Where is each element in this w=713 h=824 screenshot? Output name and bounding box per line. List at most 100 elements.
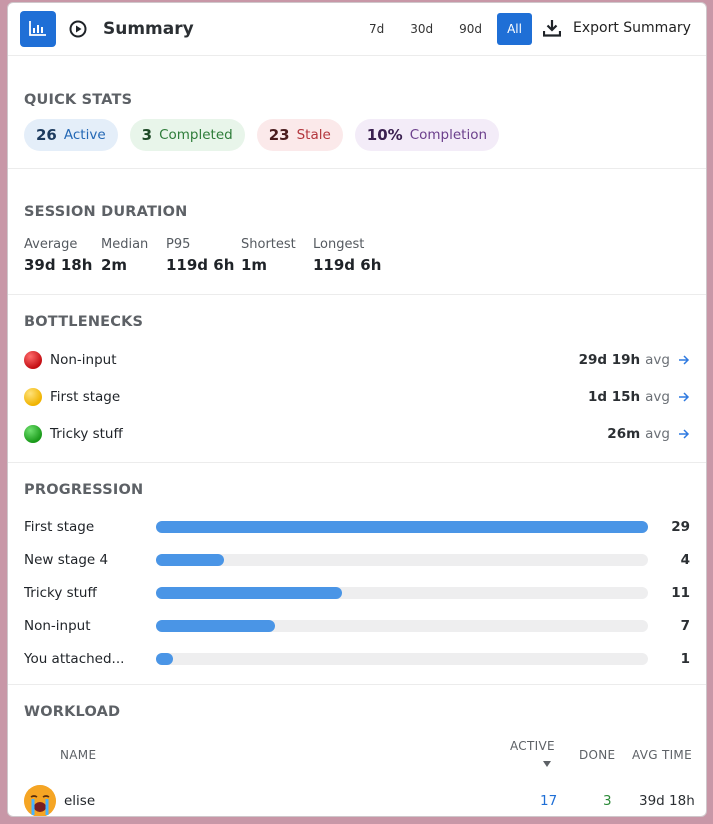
- progression-count: 1: [680, 651, 690, 667]
- progress-fill: [156, 554, 224, 566]
- section-title: PROGRESSION: [24, 482, 144, 498]
- stat-number: 10%: [366, 126, 403, 144]
- workload-section: WORKLOAD NAME ACTIVE DONE AVG TIME elise…: [8, 685, 706, 816]
- arrow-right-icon[interactable]: [678, 429, 690, 439]
- progression-count: 11: [671, 585, 690, 601]
- arrow-right-icon[interactable]: [678, 355, 690, 365]
- summary-panel: Summary 7d 30d 90d All Export Summary QU…: [7, 2, 707, 817]
- progress-track: [156, 554, 648, 566]
- bottleneck-label: First stage: [50, 389, 121, 405]
- progress-track: [156, 587, 648, 599]
- completed-stat-chip[interactable]: 3 Completed: [129, 119, 245, 151]
- stat-number: 26: [36, 126, 57, 144]
- progress-track: [156, 620, 648, 632]
- progression-count: 29: [671, 519, 690, 535]
- bottleneck-value: 29d 19h: [578, 352, 641, 368]
- bottleneck-value: 26m: [607, 426, 641, 442]
- crying-face-icon: [24, 785, 56, 816]
- progression-count: 4: [680, 552, 690, 568]
- column-header-active[interactable]: ACTIVE: [510, 739, 555, 753]
- progression-label: Non-input: [24, 618, 91, 634]
- bar-chart-icon: [29, 21, 46, 36]
- duration-shortest: Shortest 1m: [241, 237, 296, 274]
- export-summary-button[interactable]: Export Summary: [543, 19, 691, 37]
- sort-desc-icon[interactable]: [543, 761, 551, 767]
- progression-row: You attached... 1: [24, 649, 690, 669]
- duration-label: Average: [24, 237, 78, 252]
- bottleneck-label: Non-input: [50, 352, 117, 368]
- play-button[interactable]: [69, 20, 87, 38]
- page-title: Summary: [103, 19, 194, 39]
- bottleneck-metric: 29d 19h avg: [579, 352, 690, 368]
- stat-label: Active: [63, 127, 106, 143]
- avg-suffix: avg: [645, 426, 670, 442]
- active-stat-chip[interactable]: 26 Active: [24, 119, 118, 151]
- avatar: [24, 785, 56, 816]
- column-header-name[interactable]: NAME: [60, 748, 97, 762]
- section-title: WORKLOAD: [24, 704, 121, 720]
- duration-value: 119d 6h: [313, 256, 382, 274]
- progression-row: Non-input 7: [24, 616, 690, 636]
- green-circle-icon: [24, 425, 42, 443]
- column-header-avg-time[interactable]: AVG TIME: [632, 748, 692, 762]
- header: Summary 7d 30d 90d All Export Summary: [8, 3, 706, 56]
- progress-track: [156, 653, 648, 665]
- stat-chips: 26 Active 3 Completed 23 Stale 10% Compl…: [24, 119, 511, 151]
- workload-done-count[interactable]: 3: [603, 793, 612, 809]
- column-header-done[interactable]: DONE: [579, 748, 616, 762]
- section-title: QUICK STATS: [24, 92, 133, 108]
- avg-suffix: avg: [645, 389, 670, 405]
- yellow-circle-icon: [24, 388, 42, 406]
- duration-label: Longest: [313, 237, 365, 252]
- workload-active-count[interactable]: 17: [540, 793, 558, 809]
- workload-user-name[interactable]: elise: [64, 793, 96, 809]
- bottleneck-value: 1d 15h: [588, 389, 641, 405]
- red-circle-icon: [24, 351, 42, 369]
- stat-label: Stale: [296, 127, 331, 143]
- duration-value: 119d 6h: [166, 256, 235, 274]
- bottleneck-label: Tricky stuff: [50, 426, 123, 442]
- bottleneck-row[interactable]: Tricky stuff 26m avg: [24, 424, 690, 444]
- bottleneck-metric: 26m avg: [607, 426, 690, 442]
- section-title: SESSION DURATION: [24, 204, 188, 220]
- bottleneck-row[interactable]: Non-input 29d 19h avg: [24, 350, 690, 370]
- range-7d-button[interactable]: 7d: [369, 22, 385, 36]
- quick-stats-section: QUICK STATS 26 Active 3 Completed 23 Sta…: [8, 56, 706, 169]
- stat-label: Completed: [159, 127, 233, 143]
- duration-value: 39d 18h: [24, 256, 93, 274]
- duration-p95: P95 119d 6h: [166, 237, 234, 274]
- range-90d-button[interactable]: 90d: [459, 22, 483, 36]
- progression-row: Tricky stuff 11: [24, 583, 690, 603]
- duration-average: Average 39d 18h: [24, 237, 92, 274]
- range-30d-button[interactable]: 30d: [410, 22, 434, 36]
- completion-stat-chip[interactable]: 10% Completion: [354, 119, 500, 151]
- progression-row: New stage 4 4: [24, 550, 690, 570]
- play-icon: [69, 20, 87, 38]
- progress-fill: [156, 521, 648, 533]
- chart-view-button[interactable]: [20, 11, 56, 47]
- duration-longest: Longest 119d 6h: [313, 237, 381, 274]
- range-all-button[interactable]: All: [497, 13, 533, 45]
- workload-avg-time: 39d 18h: [639, 793, 695, 809]
- duration-label: Median: [101, 237, 149, 252]
- bottlenecks-section: BOTTLENECKS Non-input 29d 19h avg First …: [8, 295, 706, 463]
- duration-label: P95: [166, 237, 191, 252]
- session-duration-section: SESSION DURATION Average 39d 18h Median …: [8, 169, 706, 295]
- progress-fill: [156, 653, 173, 665]
- arrow-right-icon[interactable]: [678, 392, 690, 402]
- duration-median: Median 2m: [101, 237, 148, 274]
- stat-number: 3: [141, 126, 153, 144]
- progression-label: You attached...: [24, 651, 125, 667]
- progression-row: First stage 29: [24, 517, 690, 537]
- stale-stat-chip[interactable]: 23 Stale: [256, 119, 343, 151]
- progress-track: [156, 521, 648, 533]
- duration-label: Shortest: [241, 237, 296, 252]
- bottleneck-row[interactable]: First stage 1d 15h avg: [24, 387, 690, 407]
- avg-suffix: avg: [645, 352, 670, 368]
- progression-label: New stage 4: [24, 552, 109, 568]
- duration-value: 1m: [241, 256, 268, 274]
- progression-label: First stage: [24, 519, 95, 535]
- bottleneck-metric: 1d 15h avg: [588, 389, 690, 405]
- progression-count: 7: [680, 618, 690, 634]
- progression-section: PROGRESSION First stage 29 New stage 4 4…: [8, 463, 706, 685]
